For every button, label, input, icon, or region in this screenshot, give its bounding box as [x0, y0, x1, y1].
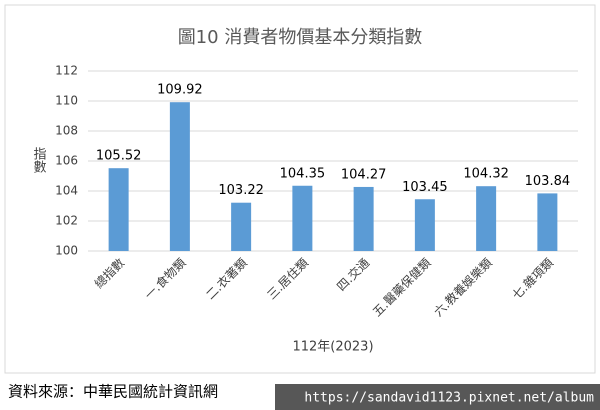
y-tick-label: 104	[55, 184, 78, 198]
bar	[231, 202, 252, 251]
watermark-bg	[275, 384, 600, 410]
y-tick-label: 106	[55, 154, 78, 168]
bar	[108, 168, 129, 251]
value-label: 104.27	[341, 167, 387, 182]
value-label: 103.84	[525, 174, 571, 189]
x-axis-title: 112年(2023)	[292, 340, 373, 355]
y-tick-label: 112	[55, 64, 78, 78]
y-tick-label: 108	[55, 124, 78, 138]
y-tick-label: 100	[55, 244, 78, 258]
value-label: 104.35	[280, 166, 326, 181]
source-note: 資料來源：中華民國統計資訊網	[8, 383, 218, 401]
value-label: 104.32	[463, 167, 509, 182]
bar	[292, 185, 313, 251]
value-label: 105.52	[96, 149, 142, 164]
value-label: 103.22	[218, 183, 264, 198]
chart-title: 圖10 消費者物價基本分類指數	[178, 27, 423, 48]
bar	[169, 102, 190, 251]
bar	[353, 186, 374, 251]
bar	[414, 199, 435, 251]
value-label: 109.92	[157, 83, 203, 98]
watermark: https://sandavid1123.pixnet.net/album	[304, 391, 594, 406]
bar	[476, 186, 497, 251]
y-tick-label: 102	[55, 214, 78, 228]
y-axis-title: 指數	[31, 147, 47, 174]
value-label: 103.45	[402, 180, 448, 195]
y-tick-label: 110	[55, 94, 78, 108]
bar	[537, 193, 558, 251]
